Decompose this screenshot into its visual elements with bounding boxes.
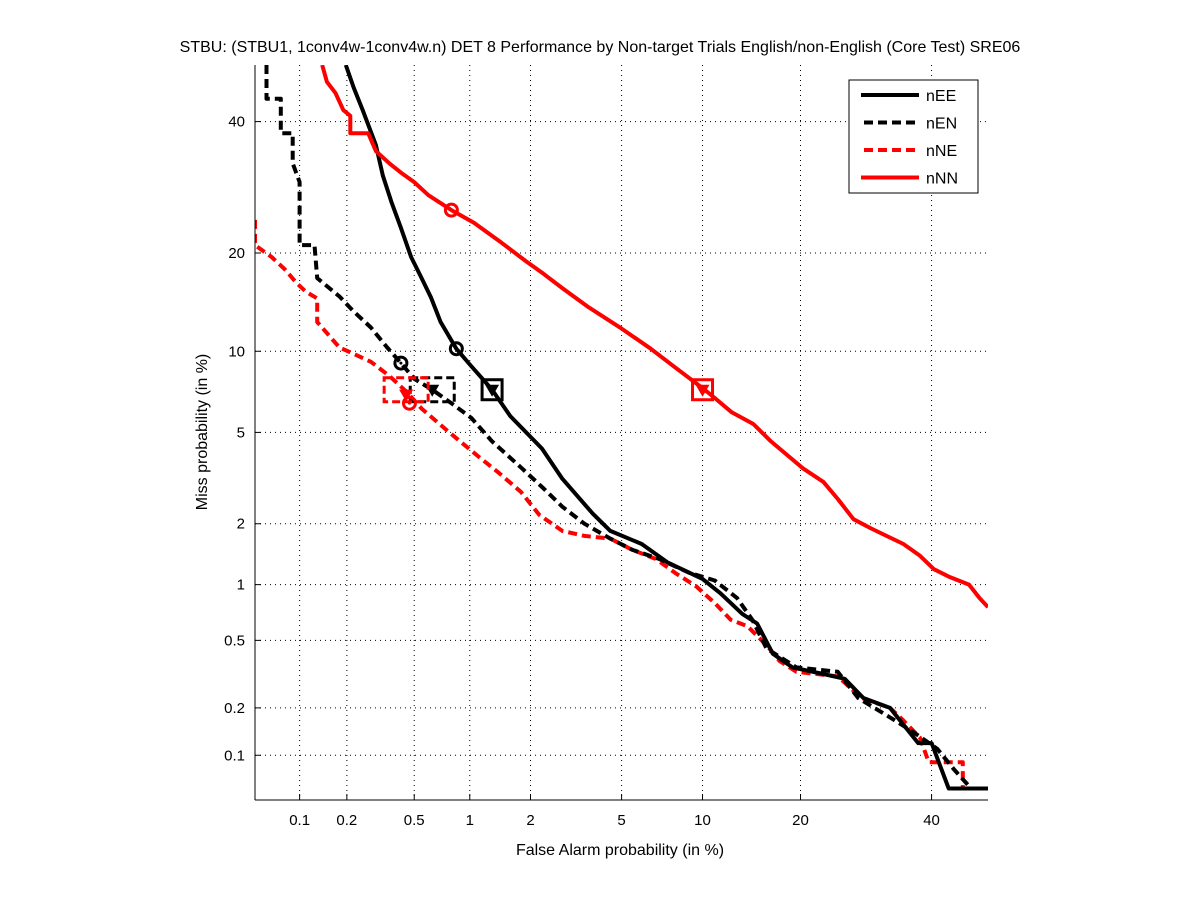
legend-label-nNE: nNE [926,143,957,160]
x-axis-label: False Alarm probability (in %) [516,842,724,859]
min-dcf-dot-nNN [449,208,453,212]
y-tick-label: 40 [228,114,245,131]
y-tick-label: 0.5 [224,632,245,649]
legend-box [848,79,979,194]
triangle-marker-nNE [399,389,414,402]
legend-label-nEE: nEE [926,88,956,105]
act-dcf-marker-nNN [691,378,715,402]
legend: nEE nEN nNE nNN [848,79,979,194]
chart-title: STBU: (STBU1, 1conv4w-1conv4w.n) DET 8 P… [180,39,1021,56]
series-line-nEN [264,65,988,791]
legend-label-nEN: nEN [926,116,957,133]
series-line-nNN [320,65,988,609]
y-tick-label: 1 [237,577,245,594]
y-axis-ticks: 0.1 0.2 0.5 1 2 5 10 20 40 [224,65,261,800]
legend-label-nNN: nNN [926,171,958,188]
y-tick-label: 20 [228,245,245,262]
min-dcf-marker-nNE [401,395,417,411]
series-line-nEE [343,65,988,791]
act-dcf-marker-nEE [480,378,504,402]
min-dcf-marker-nNN [443,202,459,218]
triangle-marker-nNN [695,384,710,397]
y-tick-label: 0.2 [224,700,245,717]
x-tick-label: 40 [923,812,940,829]
y-axis-label: Miss probability (in %) [194,354,211,510]
series-layer [255,65,988,791]
y-tick-label: 10 [228,343,245,360]
triangle-marker-nEE [485,384,500,397]
x-tick-label: 1 [466,812,474,829]
min-dcf-marker-nEN [393,355,409,371]
marker-layer [382,202,715,411]
x-axis-ticks: 0.1 0.2 0.5 1 2 5 10 20 40 [255,794,988,829]
x-tick-label: 0.1 [289,812,310,829]
x-tick-label: 10 [694,812,711,829]
x-tick-label: 0.2 [336,812,357,829]
min-dcf-dot-nEN [399,361,403,365]
x-tick-label: 20 [792,812,809,829]
x-tick-label: 2 [526,812,534,829]
act-dcf-marker-nNE [382,376,430,404]
y-tick-label: 0.1 [224,747,245,764]
x-tick-label: 0.5 [404,812,425,829]
x-tick-label: 5 [617,812,625,829]
min-dcf-dot-nEE [454,347,458,351]
y-tick-label: 2 [237,516,245,533]
y-tick-label: 5 [237,424,245,441]
min-dcf-marker-nEE [448,341,464,357]
